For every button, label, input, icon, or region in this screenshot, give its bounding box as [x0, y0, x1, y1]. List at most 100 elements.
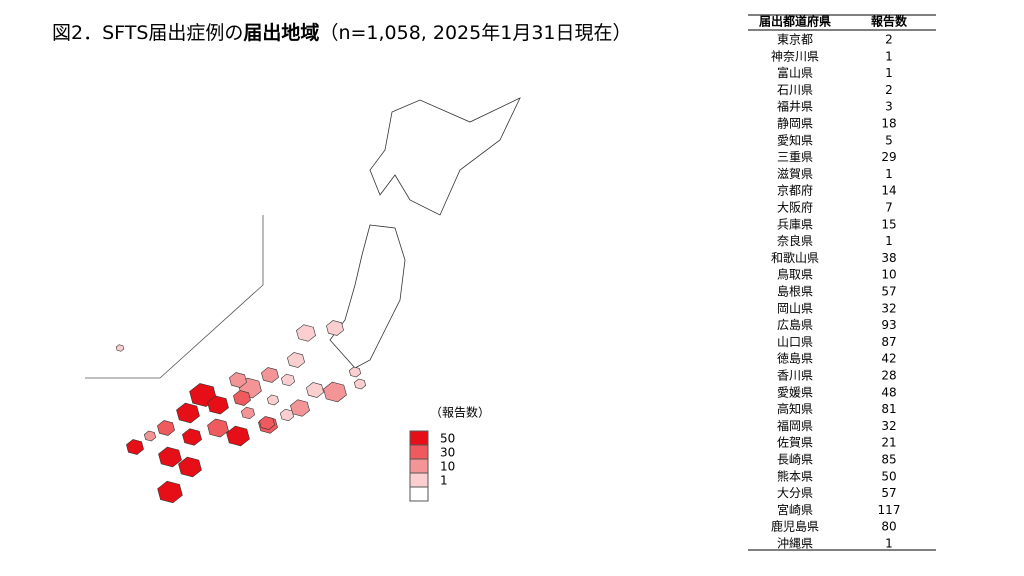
- report-count: 93: [881, 318, 896, 332]
- prefecture-name: 宮崎県: [777, 502, 813, 517]
- report-count: 21: [881, 436, 896, 450]
- prefecture-name: 福岡県: [777, 418, 813, 433]
- report-count: 3: [885, 100, 893, 114]
- prefecture-name: 高知県: [777, 401, 813, 416]
- prefecture-name: 香川県: [777, 369, 813, 383]
- report-count: 80: [881, 520, 896, 534]
- prefecture: [296, 324, 316, 342]
- legend-swatch: [409, 472, 429, 488]
- prefecture-name: 和歌山県: [771, 250, 819, 265]
- prefecture: [157, 480, 183, 504]
- report-count: 50: [881, 469, 896, 483]
- report-count: 10: [881, 268, 896, 282]
- prefecture: [287, 352, 305, 368]
- report-count: 29: [881, 150, 896, 164]
- inset-frame: [85, 215, 264, 379]
- prefecture-name: 大分県: [777, 486, 813, 500]
- prefecture: [182, 428, 202, 446]
- column-header: 届出都道府県: [759, 14, 831, 29]
- prefecture: [290, 399, 310, 417]
- prefecture: [143, 430, 157, 442]
- prefecture-name: 徳島県: [777, 351, 813, 366]
- legend-swatch: [409, 458, 429, 474]
- prefecture-name: 静岡県: [777, 117, 813, 131]
- report-count: 28: [881, 369, 896, 383]
- legend-label: 30: [440, 446, 455, 460]
- legend-swatch-zero: [409, 486, 429, 502]
- prefecture-name: 京都府: [777, 183, 813, 198]
- prefecture-name: 石川県: [777, 83, 813, 97]
- report-count: 15: [881, 217, 896, 231]
- report-count: 38: [881, 251, 896, 265]
- legend-label: 1: [440, 474, 448, 488]
- report-count: 57: [881, 285, 896, 299]
- prefecture: [176, 402, 200, 424]
- prefecture: [323, 381, 347, 403]
- prefecture-name: 三重県: [777, 150, 813, 164]
- prefecture-name: 大阪府: [777, 200, 813, 215]
- column-header: 報告数: [871, 14, 908, 29]
- map: [115, 320, 367, 504]
- table: 届出都道府県 報告数 東京都 2 神奈川県 1 富山県 1 石川県 2 福井県 3 静岡県 18 愛知県…: [748, 14, 936, 551]
- hokkaido: [369, 97, 521, 216]
- prefecture-name: 佐賀県: [777, 436, 813, 450]
- prefecture-name: 沖縄県: [777, 536, 813, 551]
- prefecture-name: 富山県: [777, 65, 813, 80]
- prefecture-name: 広島県: [777, 317, 813, 332]
- prefecture: [233, 390, 251, 406]
- prefecture: [306, 382, 324, 398]
- report-count: 7: [885, 201, 893, 215]
- prefecture-name: 山口県: [777, 335, 813, 349]
- report-count: 57: [881, 486, 896, 500]
- prefecture-name: 愛媛県: [777, 385, 813, 399]
- report-count: 1: [885, 66, 893, 80]
- prefecture: [226, 425, 250, 447]
- prefecture: [279, 408, 295, 422]
- report-count: 42: [881, 352, 896, 366]
- prefecture-name: 東京都: [777, 33, 813, 47]
- prefecture: [126, 439, 144, 455]
- report-count: 18: [881, 117, 896, 131]
- prefecture-name: 鳥取県: [777, 267, 813, 282]
- report-count: 1: [885, 537, 893, 551]
- report-count: 1: [885, 234, 893, 248]
- prefecture: [259, 416, 275, 430]
- legend-label: 50: [440, 432, 455, 446]
- report-count: 2: [885, 83, 893, 97]
- report-count: 32: [881, 301, 896, 315]
- prefecture: [326, 320, 344, 336]
- prefecture-name: 滋賀県: [777, 167, 813, 181]
- legend-title: （報告数）: [430, 405, 490, 420]
- report-count: 117: [878, 503, 901, 517]
- prefecture: [353, 378, 367, 390]
- prefecture: [115, 344, 125, 352]
- report-count: 5: [885, 133, 893, 147]
- report-count: 85: [881, 453, 896, 467]
- report-count: 32: [881, 419, 896, 433]
- title: 図2．SFTS届出症例の届出地域（n=1,058, 2025年1月31日現在）: [52, 21, 632, 44]
- prefecture: [266, 394, 280, 406]
- prefecture-name: 岡山県: [777, 301, 813, 315]
- prefecture-name: 神奈川県: [771, 49, 819, 63]
- prefecture: [348, 366, 362, 378]
- prefecture: [280, 373, 296, 387]
- title-prefix: 図2．SFTS届出症例の: [52, 22, 243, 44]
- report-count: 87: [881, 335, 896, 349]
- prefecture-name: 愛知県: [777, 133, 813, 147]
- honshu-east: [329, 224, 406, 369]
- prefecture: [240, 406, 256, 420]
- prefecture: [158, 446, 182, 468]
- prefecture-name: 福井県: [777, 99, 813, 114]
- prefecture-name: 鹿児島県: [771, 519, 819, 534]
- title-bold: 届出地域: [243, 21, 319, 44]
- prefecture: [261, 367, 279, 383]
- report-count: 1: [885, 167, 893, 181]
- prefecture: [207, 395, 229, 415]
- prefecture: [207, 418, 229, 438]
- report-count: 48: [881, 385, 896, 399]
- report-count: 2: [885, 33, 893, 47]
- prefecture: [178, 456, 202, 478]
- report-count: 1: [885, 49, 893, 63]
